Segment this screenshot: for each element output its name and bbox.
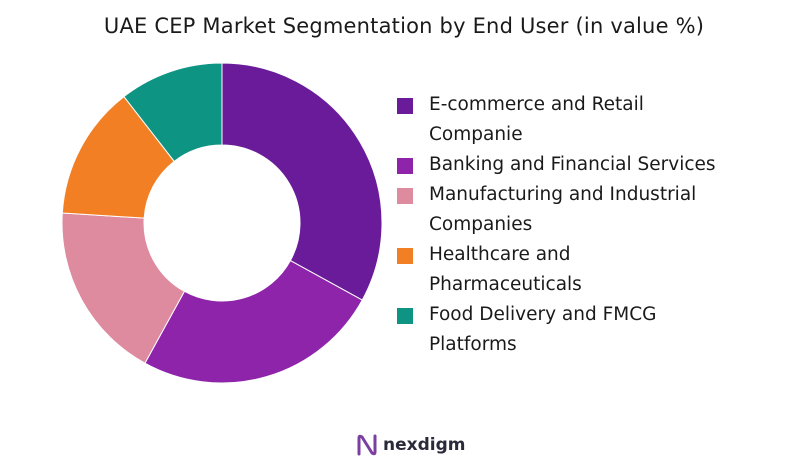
donut-slice-3	[61, 212, 186, 364]
legend-item-2: Banking and Financial Services	[397, 150, 797, 180]
legend-swatch	[397, 308, 413, 324]
legend: E-commerce and Retail Companie Banking an…	[397, 90, 797, 360]
legend-swatch	[397, 98, 413, 114]
legend-label: Banking and Financial Services	[429, 154, 716, 175]
legend-swatch	[397, 248, 413, 264]
legend-item-5: Food Delivery and FMCG Platforms	[397, 300, 797, 360]
legend-label: E-commerce and Retail Companie	[429, 94, 644, 145]
legend-label: Healthcare and Pharmaceuticals	[429, 244, 582, 295]
legend-label: Manufacturing and Industrial Companies	[429, 184, 697, 235]
nexdigm-logo: nexdigm	[356, 433, 465, 457]
nexdigm-logo-icon	[357, 434, 377, 456]
logo-text: nexdigm	[383, 435, 466, 455]
legend-swatch	[397, 158, 413, 174]
legend-item-3: Manufacturing and Industrial Companies	[397, 180, 797, 240]
donut-slice-1	[221, 62, 383, 301]
legend-item-4: Healthcare and Pharmaceuticals	[397, 240, 797, 300]
donut-slice-5	[123, 62, 223, 163]
legend-label: Food Delivery and FMCG Platforms	[429, 304, 657, 355]
donut-chart	[61, 62, 383, 384]
legend-item-1: E-commerce and Retail Companie	[397, 90, 797, 150]
legend-swatch	[397, 188, 413, 204]
donut-slice-2	[144, 259, 363, 384]
chart-title: UAE CEP Market Segmentation by End User …	[103, 14, 705, 38]
